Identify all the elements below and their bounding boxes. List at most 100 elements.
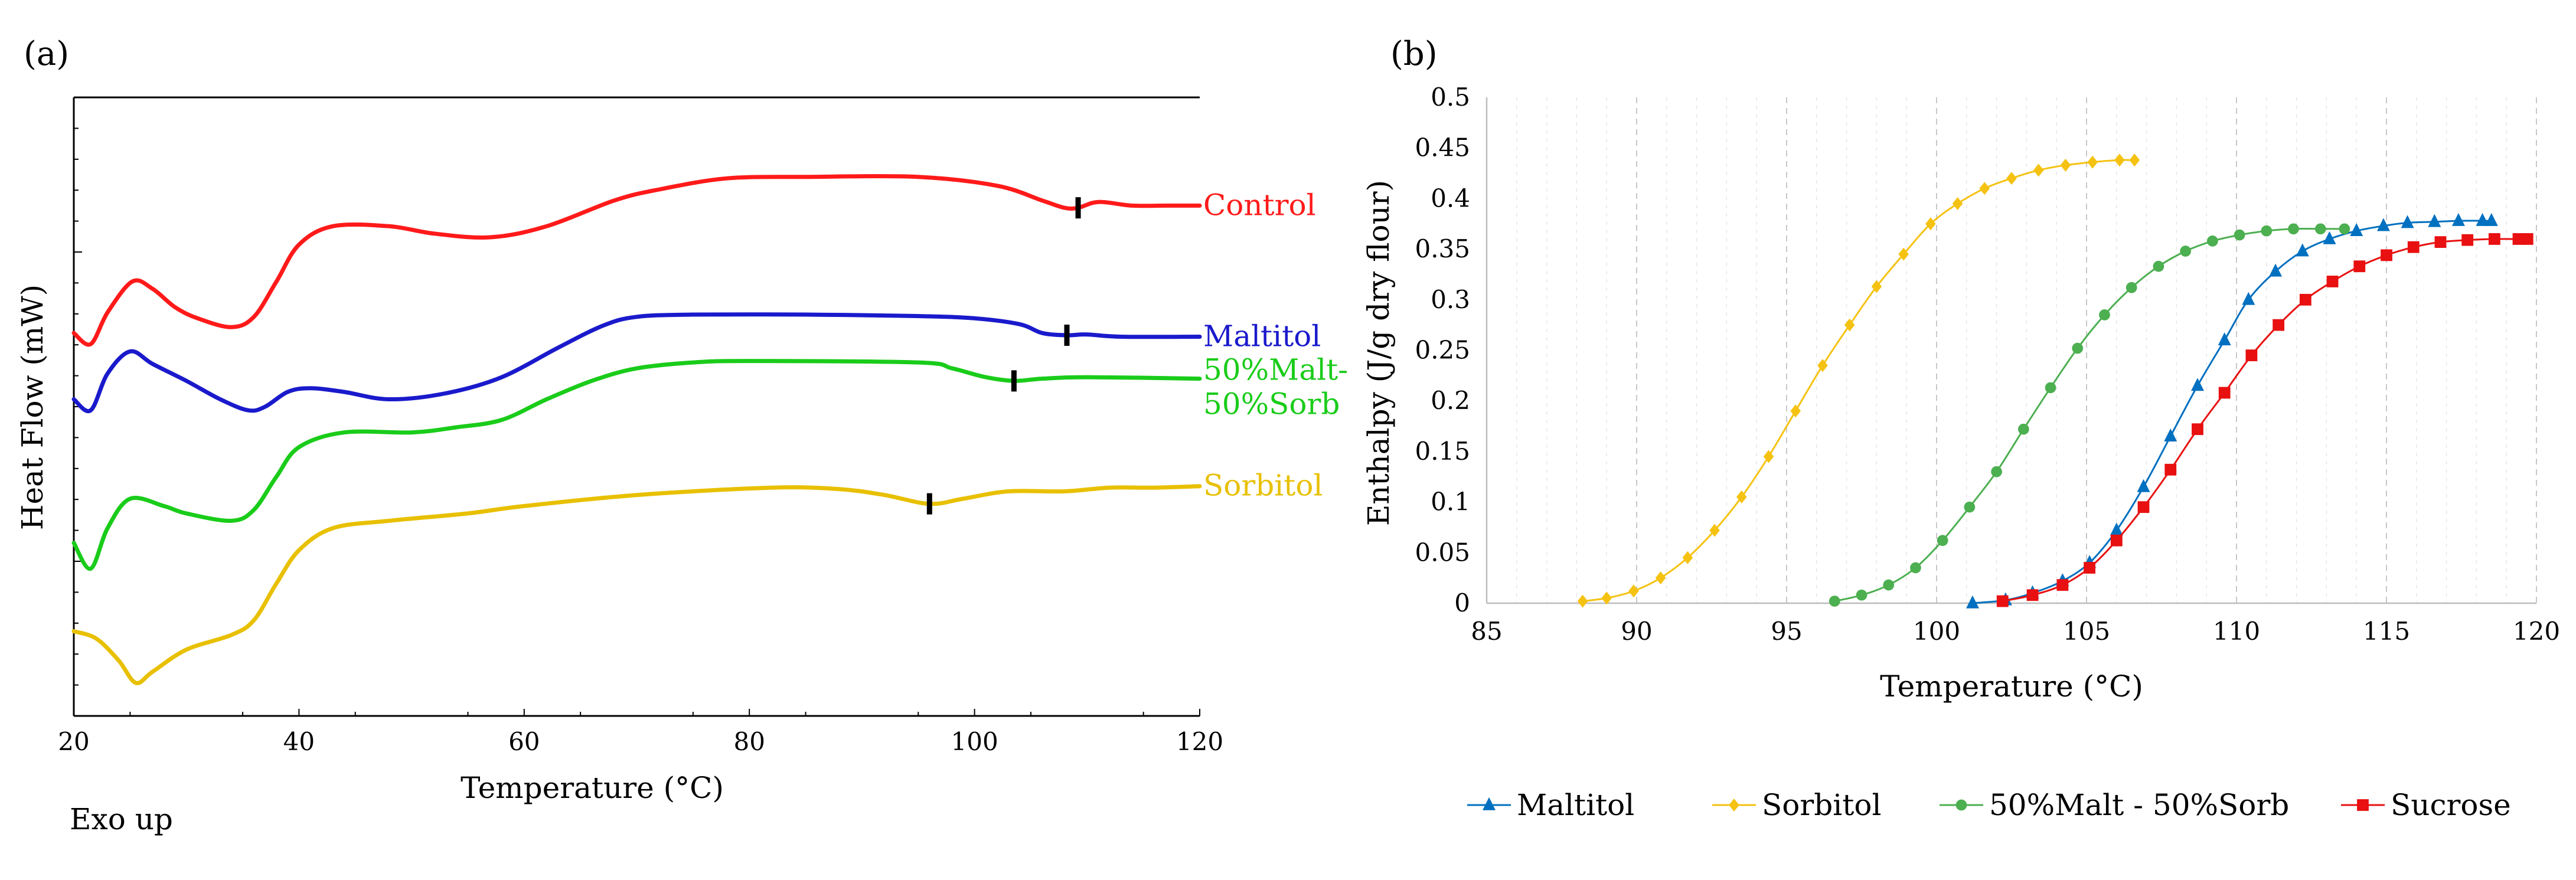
data-point-sorbitol (1871, 280, 1882, 293)
data-point-sucrose (2056, 579, 2069, 591)
series-label-line: 50%Malt- (1203, 353, 1348, 387)
panel-b-y-tick-label: 0.05 (1415, 538, 1470, 567)
data-point-50-malt-50-sorb (1910, 562, 1921, 574)
series-line-maltitol (1972, 220, 2492, 604)
panel-b-x-tick-label: 115 (2363, 617, 2410, 646)
curve-50-malt-50-sorb (71, 359, 1202, 571)
data-point-sucrose (2434, 236, 2447, 248)
data-point-sucrose (2245, 349, 2258, 361)
data-point-maltitol (2376, 218, 2390, 231)
series-label-line: 50%Sorb (1203, 387, 1340, 421)
data-point-50-malt-50-sorb (2207, 235, 2218, 247)
panel-b-y-tick-label: 0.25 (1415, 336, 1470, 365)
panel-b-y-axis-label: Enthalpy (J/g dry flour) (1362, 180, 1396, 526)
panel-a-x-tick-label: 40 (283, 727, 315, 756)
legend-item-sorbitol: Sorbitol (1712, 788, 1881, 822)
data-point-50-malt-50-sorb (1937, 535, 1948, 547)
legend-item-50-malt-50-sorb: 50%Malt - 50%Sorb (1940, 788, 2289, 822)
data-point-sorbitol (1577, 594, 1588, 608)
data-point-sucrose (2026, 589, 2039, 601)
panel-a-x-ticks: 20 40 60 80 100 120 (58, 709, 1223, 756)
panel-a-x-tick-label: 20 (58, 727, 89, 756)
data-point-maltitol (2428, 214, 2441, 227)
legend-marker (2357, 799, 2369, 811)
data-point-maltitol (2350, 223, 2363, 237)
data-point-50-malt-50-sorb (2045, 382, 2056, 394)
panel-a-x-tick-label: 80 (733, 727, 765, 756)
data-point-maltitol (2242, 292, 2255, 305)
panel-b-x-axis-label: Temperature (°C) (1880, 669, 2143, 704)
panel-b-y-tick-label: 0.1 (1431, 488, 1470, 516)
panel-b-x-tick-label: 105 (2063, 617, 2110, 646)
data-point-50-malt-50-sorb (2017, 423, 2029, 435)
series-50-malt-50-sorb (1829, 223, 2350, 607)
data-point-maltitol (1966, 595, 1979, 609)
data-point-sucrose (2407, 241, 2420, 253)
curve-control (71, 174, 1202, 347)
legend-item-sucrose: Sucrose (2341, 788, 2511, 822)
panel-a-axes (73, 96, 1200, 717)
data-point-maltitol (2269, 263, 2283, 277)
data-point-50-malt-50-sorb (1883, 579, 1895, 591)
data-point-sorbitol (1709, 524, 1720, 537)
data-point-50-malt-50-sorb (2153, 260, 2164, 272)
legend-label: Maltitol (1517, 788, 1634, 822)
data-point-sorbitol (2060, 158, 2071, 172)
series-line-sorbitol (1582, 159, 2135, 603)
data-point-sorbitol (2129, 153, 2140, 167)
data-point-sorbitol (1952, 197, 1963, 210)
data-point-50-malt-50-sorb (1991, 466, 2002, 477)
data-point-maltitol (2110, 522, 2123, 536)
panel-b-y-tick-label: 0.3 (1431, 285, 1470, 314)
panel-a-chart: (a) 20 40 60 80 100 120 Control Maltitol50%Mal… (15, 35, 1348, 836)
legend-label: Sucrose (2391, 788, 2511, 822)
panel-a-y-axis-label: Heat Flow (mW) (15, 284, 50, 530)
data-point-sucrose (2110, 534, 2123, 547)
data-point-50-malt-50-sorb (1829, 596, 1840, 607)
series-maltitol (1966, 212, 2498, 609)
panel-a-x-axis-label: Temperature (°C) (461, 771, 724, 805)
panel-b-ticks: 85 90 95 100 105 110 115 120 0 0.05 0.1 0.15 0.2 0.25… (1415, 83, 2560, 646)
data-point-50-malt-50-sorb (2339, 223, 2350, 235)
series-line-50-malt-50-sorb (1834, 228, 2345, 603)
data-point-sucrose (2084, 562, 2095, 574)
data-point-sucrose (2137, 501, 2150, 513)
data-point-sorbitol (2033, 163, 2044, 177)
data-point-sucrose (2488, 233, 2500, 245)
data-point-50-malt-50-sorb (1856, 589, 1867, 601)
data-point-sucrose (2192, 423, 2203, 436)
panel-b-x-tick-label: 85 (1471, 617, 1502, 646)
curve-sorbitol (71, 484, 1202, 685)
panel-a-x-tick-label: 100 (951, 727, 998, 756)
data-point-sorbitol (1790, 404, 1801, 418)
data-point-50-malt-50-sorb (2314, 223, 2326, 235)
data-point-sorbitol (1655, 571, 1666, 585)
series-label-sorbitol: Sorbitol (1203, 469, 1323, 503)
series-label-maltitol: Maltitol (1203, 319, 1321, 353)
data-point-maltitol (2218, 332, 2231, 346)
data-point-maltitol (2401, 215, 2414, 228)
panel-b-axes (1485, 97, 2536, 604)
data-point-50-malt-50-sorb (2180, 246, 2191, 257)
data-point-sucrose (2326, 276, 2339, 287)
series-line-sucrose (2002, 238, 2528, 603)
panel-b-x-tick-label: 90 (1621, 617, 1652, 646)
data-point-50-malt-50-sorb (2099, 309, 2110, 320)
panel-a-label: (a) (24, 35, 69, 73)
panel-b-chart: (b) 85 90 95 100 105 110 115 120 0 0.05 0.1 0.15 0.2… (1362, 35, 2560, 822)
data-point-sorbitol (1898, 247, 1909, 261)
panel-a-x-tick-label: 60 (508, 727, 540, 756)
panel-a-x-tick-label: 120 (1176, 727, 1223, 756)
data-point-sorbitol (1979, 182, 1990, 195)
panel-b-x-tick-label: 120 (2513, 617, 2560, 646)
data-point-sorbitol (2087, 155, 2098, 169)
data-point-maltitol (2190, 378, 2204, 391)
legend-marker (1955, 799, 1967, 811)
data-point-sucrose (2273, 319, 2285, 331)
data-point-sorbitol (1601, 591, 1612, 605)
panel-b-y-tick-label: 0.2 (1431, 386, 1470, 415)
panel-b-series (1577, 153, 2533, 609)
series-label-50-malt-50-sorb: 50%Malt-50%Sorb (1203, 353, 1348, 421)
